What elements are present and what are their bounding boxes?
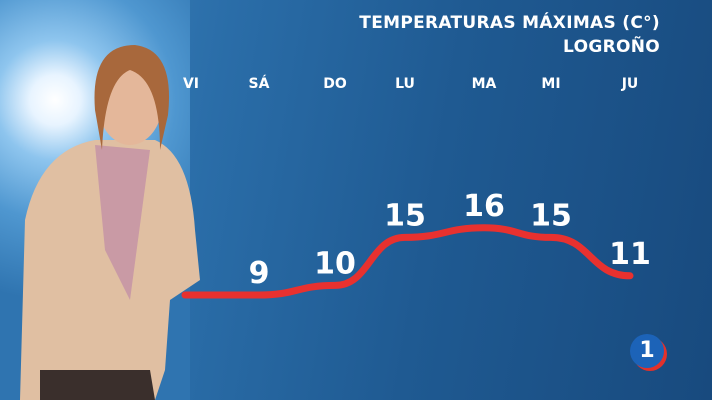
- day-label: SÁ: [249, 75, 270, 92]
- day-label: MI: [541, 76, 560, 92]
- day-label: VI: [183, 76, 199, 92]
- chart-subtitle: LOGROÑO: [563, 37, 660, 57]
- day-label: LU: [395, 76, 415, 92]
- temperature-value: 9: [249, 256, 270, 291]
- temperature-value: 15: [384, 198, 426, 233]
- day-label: DO: [323, 76, 347, 92]
- day-label: JU: [621, 76, 639, 92]
- temperature-value: 11: [609, 237, 651, 272]
- day-label: MA: [472, 76, 497, 92]
- temperature-line: [181, 224, 634, 299]
- temperature-value: 10: [314, 246, 356, 281]
- temperature-value: 15: [530, 198, 572, 233]
- chart-title: TEMPERATURAS MÁXIMAS (C°): [359, 13, 660, 33]
- channel-logo: 1: [630, 334, 664, 368]
- temperature-value: 16: [463, 189, 505, 224]
